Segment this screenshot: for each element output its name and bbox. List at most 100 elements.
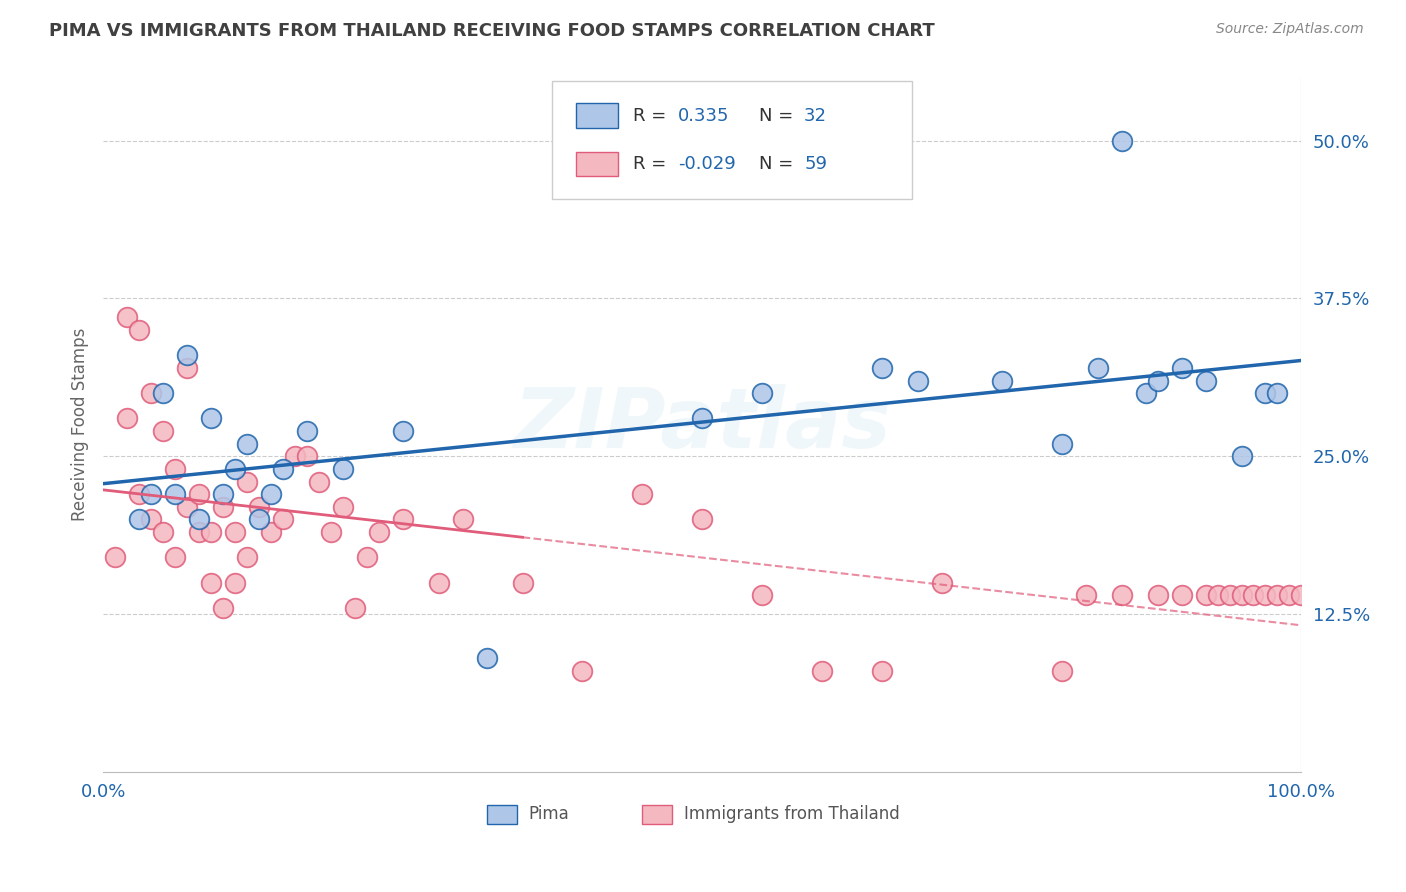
Point: [1206, 588, 1229, 602]
Text: Pima: Pima: [529, 805, 569, 823]
Point: [451, 512, 474, 526]
Point: [1146, 588, 1168, 602]
Point: [295, 424, 318, 438]
Point: [571, 664, 593, 678]
Point: [907, 374, 929, 388]
Text: Immigrants from Thailand: Immigrants from Thailand: [685, 805, 900, 823]
Point: [1170, 360, 1192, 375]
Point: [200, 411, 222, 425]
Point: [1267, 588, 1289, 602]
Point: [1291, 588, 1313, 602]
Point: [236, 550, 259, 565]
Point: [631, 487, 654, 501]
Point: [212, 487, 235, 501]
Point: [690, 411, 713, 425]
Point: [163, 550, 186, 565]
Point: [247, 500, 270, 514]
FancyBboxPatch shape: [576, 103, 619, 128]
Text: N =: N =: [759, 155, 799, 173]
Point: [224, 524, 246, 539]
Point: [1267, 386, 1289, 401]
Point: [115, 310, 138, 325]
Point: [332, 462, 354, 476]
Point: [176, 348, 198, 362]
Point: [260, 487, 283, 501]
Point: [1050, 664, 1073, 678]
Point: [152, 424, 174, 438]
Text: ZIPatlas: ZIPatlas: [513, 384, 891, 466]
Point: [427, 575, 450, 590]
Point: [1146, 374, 1168, 388]
Point: [176, 500, 198, 514]
Point: [271, 462, 294, 476]
FancyBboxPatch shape: [643, 805, 672, 824]
Point: [236, 475, 259, 489]
Point: [1194, 374, 1216, 388]
Point: [176, 360, 198, 375]
Point: [295, 450, 318, 464]
Point: [1230, 588, 1253, 602]
Text: N =: N =: [759, 107, 799, 125]
Point: [1230, 450, 1253, 464]
Point: [870, 664, 893, 678]
Point: [163, 487, 186, 501]
Point: [224, 575, 246, 590]
Text: 59: 59: [804, 155, 827, 173]
Point: [200, 575, 222, 590]
Point: [212, 600, 235, 615]
Point: [163, 462, 186, 476]
Point: [236, 436, 259, 450]
Point: [367, 524, 389, 539]
Point: [188, 512, 211, 526]
Point: [475, 651, 498, 665]
Point: [931, 575, 953, 590]
Point: [1194, 588, 1216, 602]
Point: [139, 512, 162, 526]
Point: [128, 512, 150, 526]
Text: -0.029: -0.029: [678, 155, 737, 173]
Point: [115, 411, 138, 425]
Point: [1278, 588, 1301, 602]
Point: [991, 374, 1014, 388]
Text: R =: R =: [633, 107, 672, 125]
Y-axis label: Receiving Food Stamps: Receiving Food Stamps: [72, 328, 89, 522]
Point: [391, 424, 413, 438]
Point: [319, 524, 342, 539]
Point: [152, 386, 174, 401]
Text: R =: R =: [633, 155, 672, 173]
Point: [1111, 134, 1133, 148]
Point: [224, 462, 246, 476]
Point: [751, 588, 773, 602]
Point: [1170, 588, 1192, 602]
Point: [690, 512, 713, 526]
Point: [152, 524, 174, 539]
Point: [1243, 588, 1265, 602]
Point: [332, 500, 354, 514]
Point: [512, 575, 534, 590]
Point: [284, 450, 307, 464]
Point: [128, 487, 150, 501]
Point: [356, 550, 378, 565]
Point: [811, 664, 834, 678]
Text: 32: 32: [804, 107, 827, 125]
Point: [188, 487, 211, 501]
Text: 0.335: 0.335: [678, 107, 730, 125]
Point: [391, 512, 413, 526]
Point: [247, 512, 270, 526]
Point: [1111, 588, 1133, 602]
Point: [343, 600, 366, 615]
Point: [1050, 436, 1073, 450]
FancyBboxPatch shape: [576, 153, 619, 177]
Point: [260, 524, 283, 539]
Point: [104, 550, 127, 565]
Point: [1218, 588, 1240, 602]
Point: [308, 475, 330, 489]
Point: [1074, 588, 1097, 602]
Point: [751, 386, 773, 401]
Point: [1254, 588, 1277, 602]
Text: PIMA VS IMMIGRANTS FROM THAILAND RECEIVING FOOD STAMPS CORRELATION CHART: PIMA VS IMMIGRANTS FROM THAILAND RECEIVI…: [49, 22, 935, 40]
Point: [200, 524, 222, 539]
Point: [1087, 360, 1109, 375]
Point: [1254, 386, 1277, 401]
Point: [870, 360, 893, 375]
